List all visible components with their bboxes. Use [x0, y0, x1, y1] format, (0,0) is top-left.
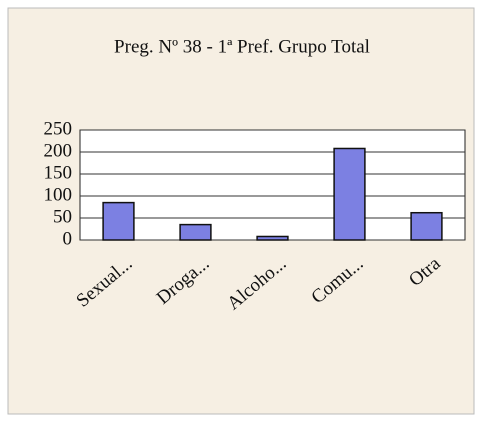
bar	[410, 211, 443, 241]
y-tick-label: 100	[44, 184, 73, 205]
y-tick-label: 250	[44, 118, 73, 139]
y-tick-label: 0	[63, 228, 73, 249]
y-tick-label: 150	[44, 162, 73, 183]
bar	[256, 235, 289, 241]
y-tick-label: 200	[44, 140, 73, 161]
y-tick-label: 50	[53, 206, 72, 227]
plot-area	[79, 129, 466, 241]
bar	[102, 201, 135, 241]
chart-title: Preg. Nº 38 - 1ª Pref. Grupo Total	[114, 36, 370, 57]
bar	[179, 223, 212, 241]
bar	[333, 147, 366, 241]
